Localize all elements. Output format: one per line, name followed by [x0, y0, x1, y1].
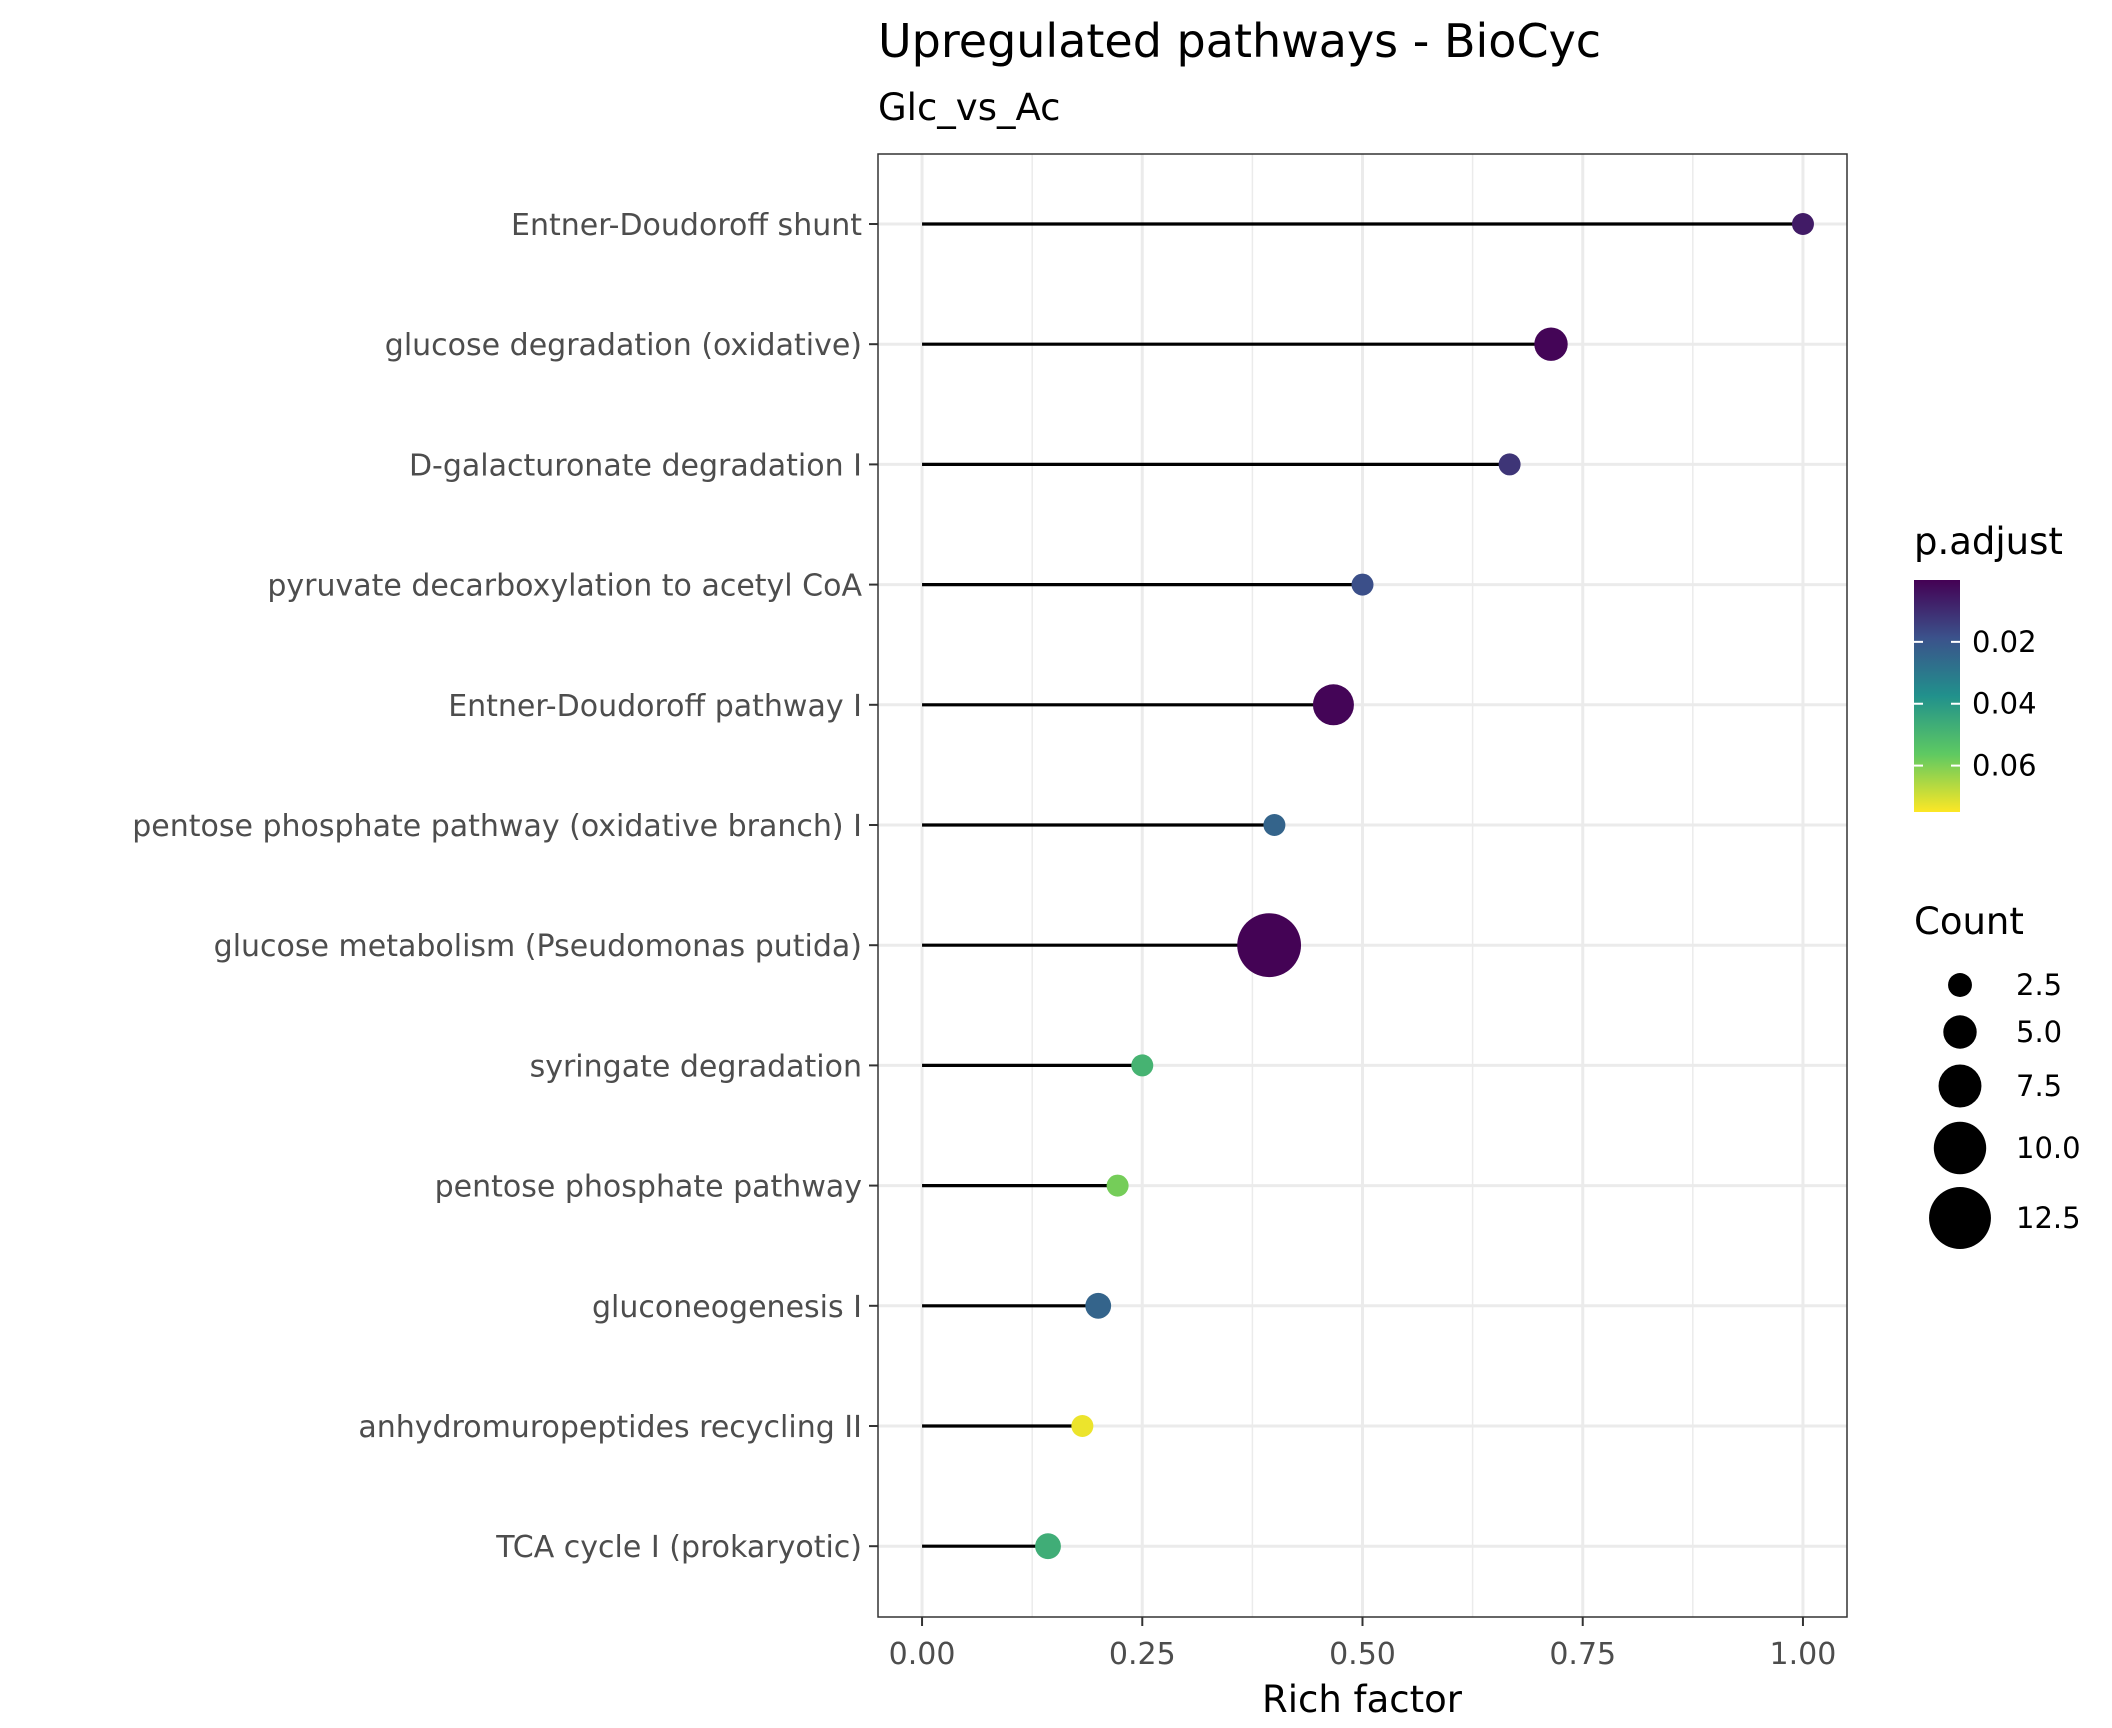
size-legend-key	[1929, 1187, 1991, 1249]
x-tick-label: 0.25	[1109, 1637, 1176, 1672]
data-point	[1791, 213, 1814, 235]
size-legend-key	[1933, 1121, 1987, 1175]
data-point	[1131, 1054, 1154, 1077]
size-legend-key	[1948, 973, 1972, 997]
color-bar-ticks: 0.02 0.04 0.06	[1914, 625, 2037, 783]
x-tick-label: 1.00	[1770, 1637, 1837, 1672]
x-tick-label: 0.00	[889, 1637, 956, 1672]
x-tick-label: 0.50	[1329, 1637, 1396, 1672]
plot-panel	[877, 153, 1848, 1618]
data-point	[1237, 913, 1302, 978]
y-tick-label: syringate degradation	[530, 1049, 862, 1084]
data-point	[1035, 1533, 1061, 1560]
size-legend-label: 10.0	[2016, 1131, 2081, 1165]
size-legend-key	[1943, 1015, 1977, 1049]
size-legend-label: 7.5	[2016, 1069, 2062, 1103]
y-tick-label: pentose phosphate pathway	[435, 1170, 862, 1205]
lollipop-stems	[922, 222, 1803, 1548]
y-tick-label: glucose degradation (oxidative)	[385, 328, 862, 363]
size-legend-label: 12.5	[2016, 1201, 2081, 1235]
data-point	[1106, 1174, 1129, 1197]
minor-gridlines	[1031, 154, 1694, 1617]
y-tick-label: Entner-Doudoroff pathway I	[448, 689, 862, 724]
y-tick-label: D-galacturonate degradation I	[409, 448, 862, 483]
size-legend-title: Count	[1914, 900, 2024, 943]
size-legend-keys: 2.5 5.0 7.5 10.0 12.5	[1929, 968, 2081, 1249]
color-bar-tick-label: 0.06	[1972, 749, 2037, 783]
x-tick-label: 0.75	[1549, 1637, 1616, 1672]
size-legend-label: 2.5	[2016, 968, 2062, 1002]
size-legend-label: 5.0	[2016, 1015, 2062, 1049]
data-point	[1534, 327, 1568, 361]
data-point	[1498, 453, 1521, 476]
color-bar	[1914, 580, 1960, 812]
y-tick-label: gluconeogenesis I	[592, 1290, 862, 1325]
data-point	[1071, 1415, 1094, 1437]
y-axis: Entner-Doudoroff shunt glucose degradatio…	[132, 208, 878, 1565]
y-tick-label: glucose metabolism (Pseudomonas putida)	[214, 929, 862, 964]
y-tick-label: Entner-Doudoroff shunt	[511, 208, 862, 243]
y-tick-label: anhydromuropeptides recycling II	[358, 1410, 862, 1445]
x-axis-title: Rich factor	[1262, 1678, 1463, 1721]
x-axis: 0.00 0.25 0.50 0.75 1.00	[889, 1617, 1837, 1672]
chart-title: Upregulated pathways - BioCyc	[878, 14, 1601, 68]
chart-subtitle: Glc_vs_Ac	[878, 86, 1060, 129]
color-legend-title: p.adjust	[1914, 520, 2063, 563]
size-legend: Count 2.5 5.0 7.5 10.0 12.5	[1914, 900, 2081, 1249]
color-bar-tick-label: 0.02	[1972, 625, 2037, 659]
size-legend-key	[1938, 1064, 1982, 1108]
y-tick-label: pentose phosphate pathway (oxidative bra…	[132, 809, 862, 844]
color-legend: p.adjust 0.02 0.04 0.06	[1914, 520, 2063, 812]
lollipop-points	[1035, 213, 1814, 1560]
data-point	[1085, 1292, 1112, 1319]
color-bar-tick-label: 0.04	[1972, 687, 2037, 721]
data-point	[1263, 814, 1286, 836]
data-point	[1351, 573, 1374, 596]
y-tick-label: TCA cycle I (prokaryotic)	[495, 1530, 862, 1565]
y-tick-label: pyruvate decarboxylation to acetyl CoA	[267, 569, 862, 604]
data-point	[1312, 684, 1354, 726]
